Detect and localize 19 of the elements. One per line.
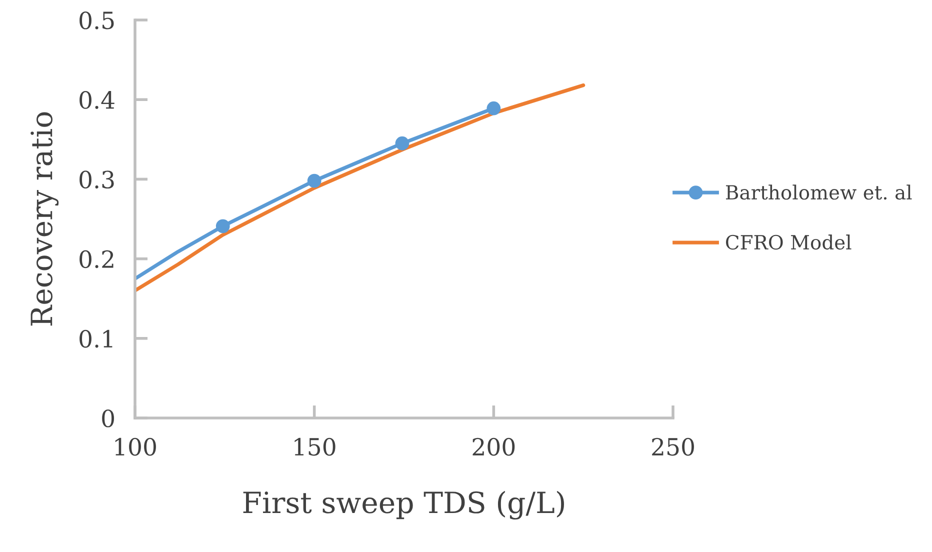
x-axis-title: First sweep TDS (g/L)	[243, 490, 564, 520]
point	[395, 136, 410, 150]
y-tick-label: 0.4	[80, 91, 114, 109]
y-tick-label: 0.2	[80, 250, 114, 268]
x-tick-label: 200	[472, 438, 515, 456]
y-axis-title: Recovery ratio	[30, 112, 59, 326]
point	[216, 219, 230, 234]
legend-label: CFRO Model	[726, 234, 852, 250]
line-series	[135, 83, 586, 292]
y-tick-label: 0.1	[80, 330, 112, 348]
y-tick-label: 0.5	[80, 11, 114, 30]
x-tick-label: 100	[115, 438, 156, 456]
y-tick-label: 0	[102, 409, 114, 428]
legend-label: Bartholomew et. al	[726, 184, 912, 200]
point	[307, 174, 322, 188]
x-tick-label: 150	[294, 438, 336, 456]
x-tick-label: 250	[652, 438, 694, 456]
y-tick-label: 0.3	[80, 170, 114, 189]
point	[486, 101, 501, 116]
